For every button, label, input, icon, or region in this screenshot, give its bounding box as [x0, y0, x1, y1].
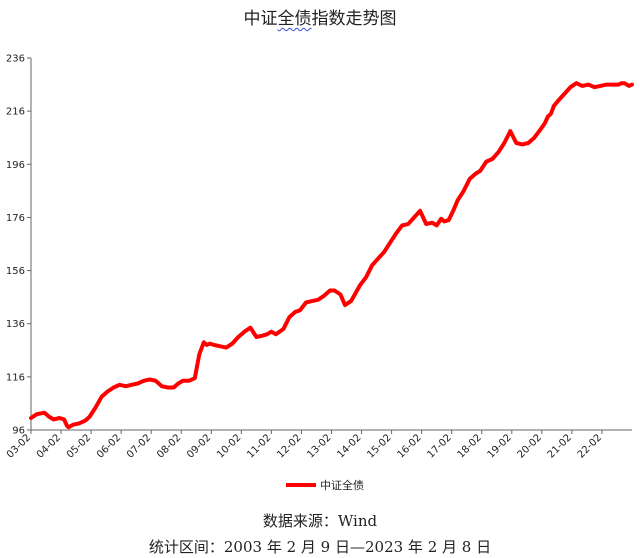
- y-tick-label: 96: [12, 426, 25, 437]
- y-tick-label: 236: [6, 54, 25, 65]
- x-tick-label: 11-02: [245, 432, 273, 460]
- x-tick-label: 21-02: [546, 432, 574, 460]
- title-part-2: 全债: [277, 9, 312, 29]
- x-tick-label: 19-02: [486, 432, 514, 460]
- title-part-1: 中证: [243, 9, 278, 29]
- x-tick-label: 05-02: [65, 432, 93, 460]
- y-tick-label: 136: [6, 319, 25, 330]
- chart-title: 中证全债指数走势图: [0, 4, 640, 29]
- legend: 中证全债: [286, 477, 364, 493]
- series-line: [29, 81, 634, 430]
- x-tick-label: 03-02: [5, 432, 33, 460]
- x-tick-label: 04-02: [35, 432, 63, 460]
- x-tick-label: 10-02: [215, 432, 243, 460]
- range-note: 统计区间：2003 年 2 月 9 日—2023 年 2 月 8 日: [148, 538, 492, 556]
- x-tick-label: 13-02: [305, 432, 333, 460]
- x-tick-label: 16-02: [395, 432, 423, 460]
- x-tick-label: 12-02: [275, 432, 303, 460]
- legend-label: 中证全债: [320, 479, 364, 492]
- x-tick-label: 09-02: [185, 432, 213, 460]
- x-tick-label: 20-02: [516, 432, 544, 460]
- x-tick-label: 18-02: [456, 432, 484, 460]
- x-tick-label: 08-02: [155, 432, 183, 460]
- title-part-3: 指数走势图: [311, 9, 397, 29]
- axes: [30, 58, 632, 431]
- y-tick-label: 216: [6, 107, 25, 118]
- y-tick-label: 176: [6, 213, 25, 224]
- x-tick-label: 22-02: [576, 432, 604, 460]
- x-axis-ticks: 03-02 04-02 05-02 06-02 07-02 08-02 09-02 10-02…: [5, 430, 604, 461]
- x-tick-label: 07-02: [125, 432, 153, 460]
- legend-swatch: [286, 483, 316, 487]
- y-tick-label: 116: [6, 372, 25, 383]
- y-axis-ticks: 96 116 136 156 176 196 216 236: [6, 54, 31, 437]
- source-note: 数据来源：Wind: [262, 512, 378, 530]
- y-tick-label: 156: [6, 266, 25, 277]
- x-tick-label: 17-02: [425, 432, 453, 460]
- x-tick-label: 14-02: [335, 432, 363, 460]
- x-tick-label: 06-02: [95, 432, 123, 460]
- x-tick-label: 15-02: [365, 432, 393, 460]
- series-group: [29, 81, 634, 430]
- y-tick-label: 196: [6, 160, 25, 171]
